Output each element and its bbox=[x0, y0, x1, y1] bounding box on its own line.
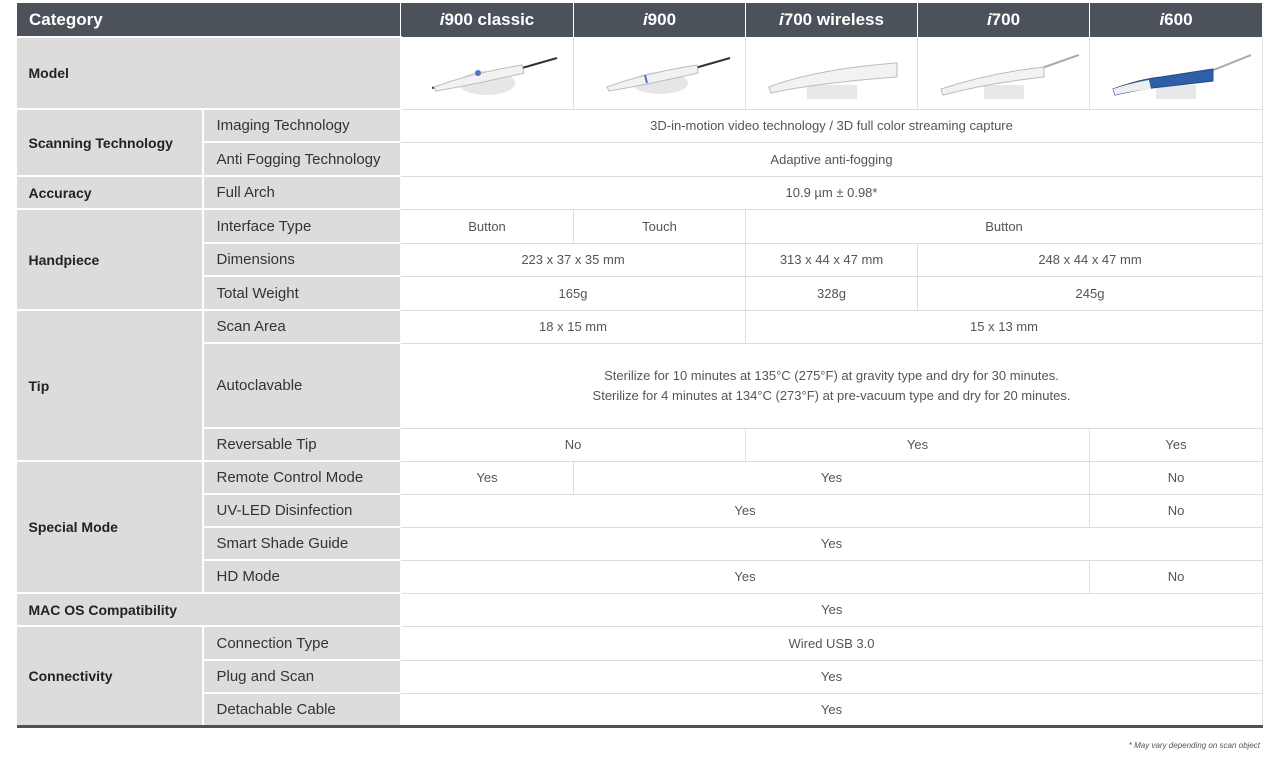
label-autoclavable: Autoclavable bbox=[202, 342, 401, 429]
label-remote: Remote Control Mode bbox=[202, 460, 401, 495]
value-antifog: Adaptive anti-fogging bbox=[400, 141, 1263, 177]
value-imaging: 3D-in-motion video technology / 3D full … bbox=[400, 108, 1263, 143]
row-model: Model bbox=[16, 36, 402, 110]
label-conntype: Connection Type bbox=[202, 625, 401, 661]
comparison-table: Category i900 classic i900 i700 wireless… bbox=[16, 3, 1263, 728]
value-remote: Yes bbox=[573, 460, 1090, 495]
header-row: Category i900 classic i900 i700 wireless… bbox=[16, 3, 1263, 38]
label-antifog: Anti Fogging Technology bbox=[202, 141, 401, 177]
value-uv: No bbox=[1089, 493, 1263, 528]
label-detach: Detachable Cable bbox=[202, 692, 401, 728]
value-conntype: Wired USB 3.0 bbox=[400, 625, 1263, 661]
value-remote: Yes bbox=[400, 460, 574, 495]
label-fullarch: Full Arch bbox=[202, 175, 401, 210]
row-mac: MAC OS Compatibility bbox=[16, 592, 402, 627]
header-category: Category bbox=[16, 3, 401, 38]
value-detach: Yes bbox=[400, 692, 1263, 728]
scanner-image-i600 bbox=[1089, 36, 1263, 110]
value-plug: Yes bbox=[400, 659, 1263, 694]
label-scanarea: Scan Area bbox=[202, 309, 401, 344]
scanner-image-i700 bbox=[917, 36, 1090, 110]
label-dimensions: Dimensions bbox=[202, 242, 401, 277]
label-uv: UV-LED Disinfection bbox=[202, 493, 401, 528]
value-scanarea: 15 x 13 mm bbox=[745, 309, 1263, 344]
value-interface: Touch bbox=[573, 208, 746, 244]
value-dimensions: 248 x 44 x 47 mm bbox=[917, 242, 1263, 277]
value-reversable: Yes bbox=[1089, 427, 1263, 462]
value-interface: Button bbox=[745, 208, 1263, 244]
value-dimensions: 313 x 44 x 47 mm bbox=[745, 242, 918, 277]
row-special: Special Mode bbox=[16, 460, 204, 594]
label-plug: Plug and Scan bbox=[202, 659, 401, 694]
value-dimensions: 223 x 37 x 35 mm bbox=[400, 242, 746, 277]
value-remote: No bbox=[1089, 460, 1263, 495]
label-shade: Smart Shade Guide bbox=[202, 526, 401, 561]
value-weight: 165g bbox=[400, 275, 746, 311]
footnote: * May vary depending on scan object bbox=[1128, 741, 1260, 750]
value-autoclavable: Sterilize for 10 minutes at 135°C (275°F… bbox=[400, 342, 1263, 429]
label-weight: Total Weight bbox=[202, 275, 401, 311]
scanner-image-i900-classic bbox=[400, 36, 574, 110]
label-imaging: Imaging Technology bbox=[202, 108, 401, 143]
value-weight: 245g bbox=[917, 275, 1263, 311]
header-i700-wireless: i700 wireless bbox=[745, 3, 918, 38]
row-accuracy: Accuracy bbox=[16, 175, 204, 210]
value-reversable: No bbox=[400, 427, 746, 462]
value-mac: Yes bbox=[400, 592, 1263, 627]
header-i600: i600 bbox=[1089, 3, 1263, 38]
row-handpiece: Handpiece bbox=[16, 208, 204, 311]
value-hd: Yes bbox=[400, 559, 1090, 594]
header-i900: i900 bbox=[573, 3, 746, 38]
row-tip: Tip bbox=[16, 309, 204, 462]
scanner-image-i900 bbox=[573, 36, 746, 110]
header-i700: i700 bbox=[917, 3, 1090, 38]
header-i900-classic: i900 classic bbox=[400, 3, 574, 38]
value-hd: No bbox=[1089, 559, 1263, 594]
value-shade: Yes bbox=[400, 526, 1263, 561]
label-hd: HD Mode bbox=[202, 559, 401, 594]
value-uv: Yes bbox=[400, 493, 1090, 528]
row-scanning: Scanning Technology bbox=[16, 108, 204, 177]
value-fullarch: 10.9 µm ± 0.98* bbox=[400, 175, 1263, 210]
scanner-image-i700-wireless bbox=[745, 36, 918, 110]
value-scanarea: 18 x 15 mm bbox=[400, 309, 746, 344]
value-reversable: Yes bbox=[745, 427, 1090, 462]
label-reversable: Reversable Tip bbox=[202, 427, 401, 462]
value-interface: Button bbox=[400, 208, 574, 244]
value-weight: 328g bbox=[745, 275, 918, 311]
label-interface: Interface Type bbox=[202, 208, 401, 244]
row-connectivity: Connectivity bbox=[16, 625, 204, 728]
